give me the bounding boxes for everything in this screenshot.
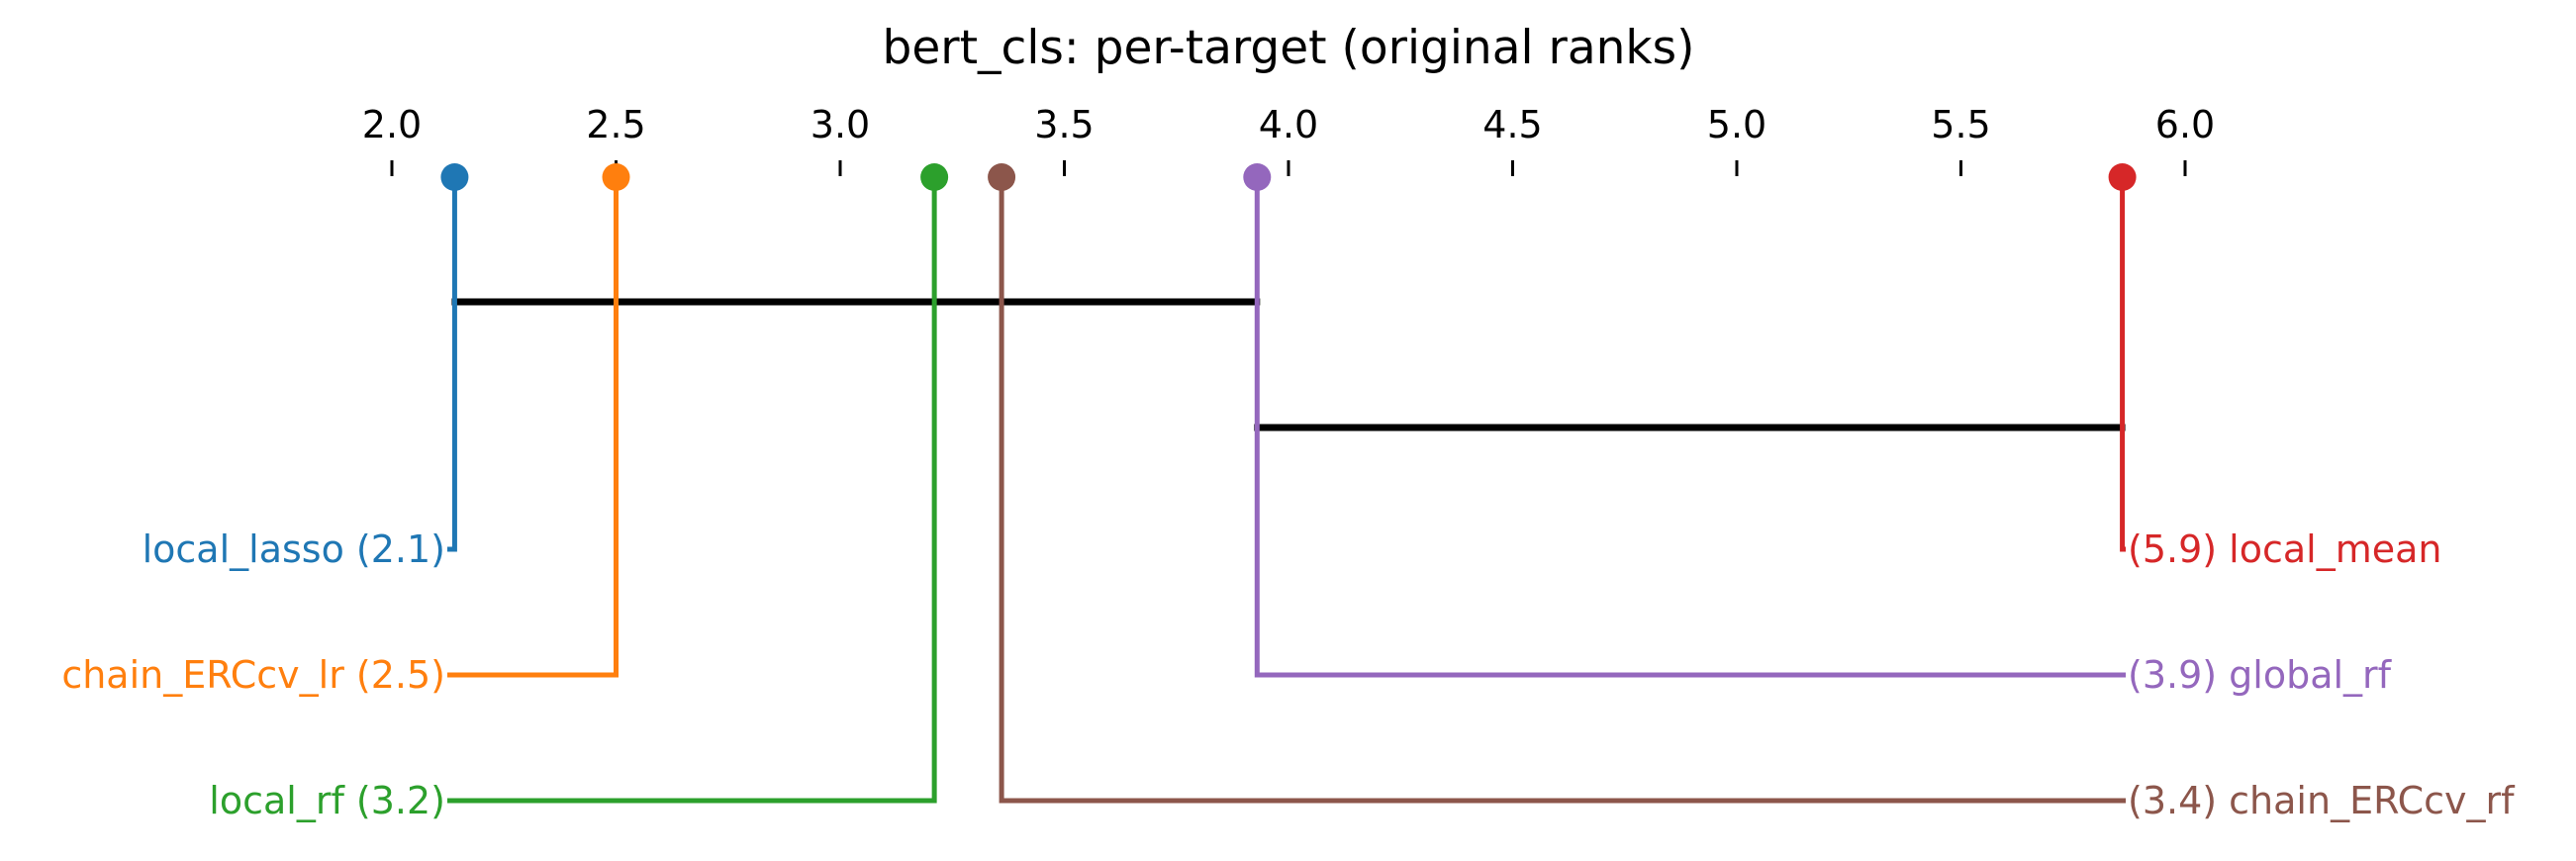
connector-local_mean [2120, 177, 2126, 552]
axis-tick-label: 5.5 [1931, 103, 1990, 146]
method-label-local_mean: (5.9) local_mean [2128, 527, 2441, 571]
method-label-chain_ERCcv_rf: (3.4) chain_ERCcv_rf [2128, 779, 2516, 822]
rank-markers [440, 163, 2137, 191]
chart-title: bert_cls: per-target (original ranks) [883, 21, 1695, 75]
rank-marker-chain_ERCcv_rf [988, 163, 1016, 191]
axis-tick-label: 4.0 [1259, 103, 1318, 146]
rank-marker-local_rf [920, 163, 949, 191]
axis-tick-label: 2.5 [586, 103, 645, 146]
rank-marker-global_rf [1243, 163, 1272, 191]
connector-chain_ERCcv_lr [447, 177, 619, 678]
axis-tick-label: 3.0 [811, 103, 870, 146]
method-label-local_lasso: local_lasso (2.1) [143, 527, 445, 571]
rank-marker-local_lasso [440, 163, 469, 191]
method-labels: local_lasso (2.1) chain_ERCcv_lr (2.5) loc… [61, 527, 2516, 822]
method-label-global_rf: (3.9) global_rf [2128, 653, 2393, 697]
clique-bars [451, 298, 2126, 431]
connector-local_rf [447, 177, 937, 804]
axis-tick-label: 6.0 [2155, 103, 2215, 146]
rank-marker-chain_ERCcv_lr [602, 163, 630, 191]
axis-tick-label: 5.0 [1707, 103, 1766, 146]
axis-tick-label: 4.5 [1482, 103, 1542, 146]
connector-chain_ERCcv_rf [999, 177, 2126, 804]
rank-axis: 2.0 2.5 3.0 3.5 4.0 4.5 5.0 5.5 6.0 [362, 103, 2215, 176]
connector-global_rf [1254, 177, 2126, 678]
connector-local_lasso [447, 177, 457, 552]
method-label-chain_ERCcv_lr: chain_ERCcv_lr (2.5) [61, 653, 445, 697]
method-connectors [447, 177, 2126, 804]
axis-tick-label: 2.0 [362, 103, 422, 146]
axis-tick-label: 3.5 [1034, 103, 1094, 146]
rank-marker-local_mean [2108, 163, 2137, 191]
method-label-local_rf: local_rf (3.2) [209, 779, 445, 822]
